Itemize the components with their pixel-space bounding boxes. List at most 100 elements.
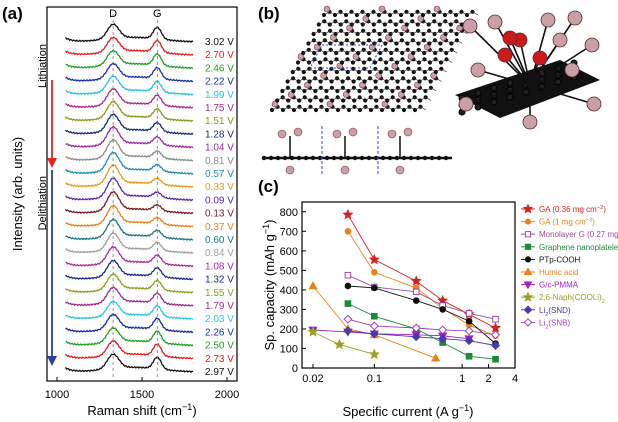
bond — [325, 49, 331, 54]
legend-label: PTp-COOH — [539, 255, 581, 264]
bond — [359, 87, 366, 92]
bond — [365, 96, 371, 101]
cycle-arrows: Lithiation Delithiation — [37, 44, 57, 366]
capacity-y-ticks: 0 100 200 300 400 500 600 700 800 — [280, 207, 306, 375]
functional-group — [433, 5, 441, 13]
panel-label-c: (c) — [258, 177, 279, 196]
bond — [326, 87, 333, 92]
data-point — [307, 326, 319, 337]
carbon-atom — [275, 155, 281, 161]
atom-sphere — [470, 62, 486, 78]
data-point — [371, 312, 378, 320]
functional-group — [423, 43, 431, 51]
bond — [304, 106, 311, 111]
bond — [435, 68, 442, 73]
capacity-legend: GA (0.36 mg cm−2) GA (1 mg cm−3) Monolayer… — [521, 203, 618, 330]
bond — [310, 96, 316, 101]
series-line — [347, 214, 496, 329]
carbon-atom — [345, 155, 351, 161]
bond — [299, 96, 305, 101]
raman-curve — [65, 245, 194, 268]
atom-sphere — [487, 14, 503, 30]
raman-y-axis-label: Intensity (arb. units) — [10, 137, 25, 251]
bond — [422, 11, 429, 16]
data-point — [491, 330, 501, 340]
data-point — [465, 310, 473, 317]
x-tick-label: 0.02 — [302, 373, 323, 385]
bond — [529, 84, 595, 105]
raman-curve — [64, 353, 194, 374]
voltage-label: 0.84 V — [205, 248, 234, 259]
data-point — [439, 306, 446, 313]
bond — [359, 106, 366, 111]
y-tick-label: 200 — [280, 324, 298, 336]
series-line — [347, 330, 496, 346]
bond — [400, 11, 407, 16]
peak-guide-lines — [112, 14, 158, 381]
bond — [451, 39, 458, 44]
atom-sphere — [564, 62, 580, 78]
bond — [292, 68, 299, 73]
series-group — [343, 326, 501, 351]
bond — [352, 39, 359, 44]
functional-group — [277, 129, 287, 139]
voltage-label: 2.97 V — [205, 367, 234, 378]
bond — [326, 106, 333, 111]
bond — [424, 68, 431, 73]
carbon-atom — [490, 84, 498, 92]
x-tick-label: 2 — [486, 373, 492, 385]
raman-curve — [65, 259, 194, 281]
functional-group — [385, 34, 392, 41]
series-line — [347, 231, 496, 337]
carbon-atom — [474, 89, 482, 97]
raman-x-ticks: 1000 1500 2000 — [45, 377, 239, 401]
voltage-label: 2.46 V — [205, 63, 234, 74]
bond — [429, 58, 436, 63]
bond — [441, 68, 447, 73]
bond — [423, 30, 430, 35]
carbon-atom — [554, 78, 562, 86]
series-line — [312, 329, 470, 340]
bond — [358, 49, 364, 54]
bond — [417, 20, 424, 25]
voltage-label: 1.99 V — [205, 90, 234, 101]
capacity-x-axis-label: Specific current (A g−1) — [342, 403, 473, 419]
bond — [368, 30, 375, 35]
voltage-label: 1.32 V — [205, 275, 234, 286]
voltage-label: 0.57 V — [205, 169, 234, 180]
bond — [472, 11, 479, 16]
carbon-atom — [324, 155, 330, 161]
data-point — [411, 323, 421, 333]
functional-group — [456, 24, 463, 32]
bond — [331, 77, 338, 82]
atom-sphere — [497, 47, 513, 63]
functional-group — [403, 127, 413, 137]
bond — [402, 49, 408, 54]
data-point — [465, 317, 473, 325]
bond — [380, 49, 386, 54]
series-line — [347, 318, 496, 336]
bond — [429, 39, 436, 44]
raman-curve — [65, 62, 194, 83]
atom-sphere — [586, 96, 602, 112]
bond — [455, 11, 462, 16]
raman-curve — [65, 204, 194, 228]
bond — [323, 11, 330, 16]
legend-label: 2,6-Naph(COOLi)2 — [539, 293, 605, 305]
carbon-atom — [373, 155, 379, 161]
bond — [347, 68, 354, 73]
bond — [319, 39, 326, 44]
bond — [287, 77, 294, 82]
atom-sphere — [540, 12, 556, 28]
data-point — [522, 203, 534, 214]
bond — [362, 20, 369, 25]
data-point — [333, 338, 345, 350]
bond — [308, 58, 315, 63]
series-group — [344, 227, 499, 340]
bond — [363, 39, 370, 44]
data-point — [343, 326, 353, 336]
peak-label: G — [153, 8, 162, 20]
carbon-atom — [443, 155, 449, 161]
data-point — [523, 305, 533, 315]
bond — [336, 49, 342, 54]
